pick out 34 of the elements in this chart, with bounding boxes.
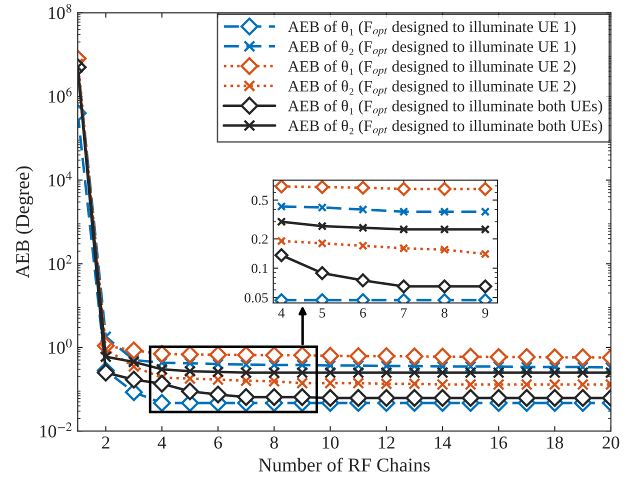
x-tick-label: 8 bbox=[270, 436, 278, 449]
x-tick-label: 12 bbox=[378, 436, 394, 448]
y-tick-label: 10$^{2}$ bbox=[48, 255, 72, 270]
x-tick-label: 5 bbox=[320, 308, 326, 318]
x-tick-label: 9 bbox=[482, 308, 488, 318]
legend-label: AEB of θ₁ (F$_{opt}$ designed to illuminate UE 1) bbox=[288, 20, 576, 36]
x-tick-label: 18 bbox=[547, 436, 564, 449]
y-axis-title: AEB (Degree) bbox=[15, 166, 34, 278]
y-tick-label: 10$^{4}$ bbox=[48, 171, 72, 186]
x-tick-label: 6 bbox=[214, 436, 222, 449]
x-axis-title: Number of RF Chains bbox=[258, 458, 430, 472]
x-tick-label: 4 bbox=[158, 436, 166, 448]
x-tick-label: 20 bbox=[602, 436, 620, 449]
x-tick-label: 4 bbox=[278, 308, 285, 318]
x-tick-label: 16 bbox=[491, 436, 508, 449]
y-tick-label: 10$^{8}$ bbox=[48, 4, 72, 20]
y-tick-label: 0.1 bbox=[252, 264, 268, 274]
y-tick-label: 0.05 bbox=[244, 293, 268, 303]
x-tick-label: 8 bbox=[442, 308, 448, 318]
y-tick-label: 10$^{6}$ bbox=[48, 88, 72, 103]
x-tick-label: 14 bbox=[435, 436, 452, 448]
x-tick-label: 2 bbox=[102, 436, 110, 448]
y-tick-label: 0.5 bbox=[252, 196, 268, 206]
legend-label: AEB of θ₂ (F$_{opt}$ designed to illuminate UE 1) bbox=[288, 40, 576, 56]
legend-label: AEB of θ₂ (F$_{opt}$ designed to illuminate UE 2) bbox=[288, 80, 576, 96]
y-tick-label: 0.2 bbox=[252, 234, 268, 244]
x-tick-label: 7 bbox=[401, 308, 407, 318]
legend-label: AEB of θ₁ (F$_{opt}$ designed to illuminate UE 2) bbox=[288, 60, 576, 76]
legend-label: AEB of θ₁ (F$_{opt}$ designed to illuminate both UEs) bbox=[288, 100, 602, 116]
legend-label: AEB of θ₂ (F$_{opt}$ designed to illuminate both UEs) bbox=[288, 120, 602, 136]
y-tick-label: 10$^{−2}$ bbox=[40, 422, 72, 438]
y-tick-label: 10$^{0}$ bbox=[48, 338, 72, 354]
x-tick-label: 10 bbox=[322, 436, 339, 449]
x-tick-label: 6 bbox=[360, 308, 366, 318]
